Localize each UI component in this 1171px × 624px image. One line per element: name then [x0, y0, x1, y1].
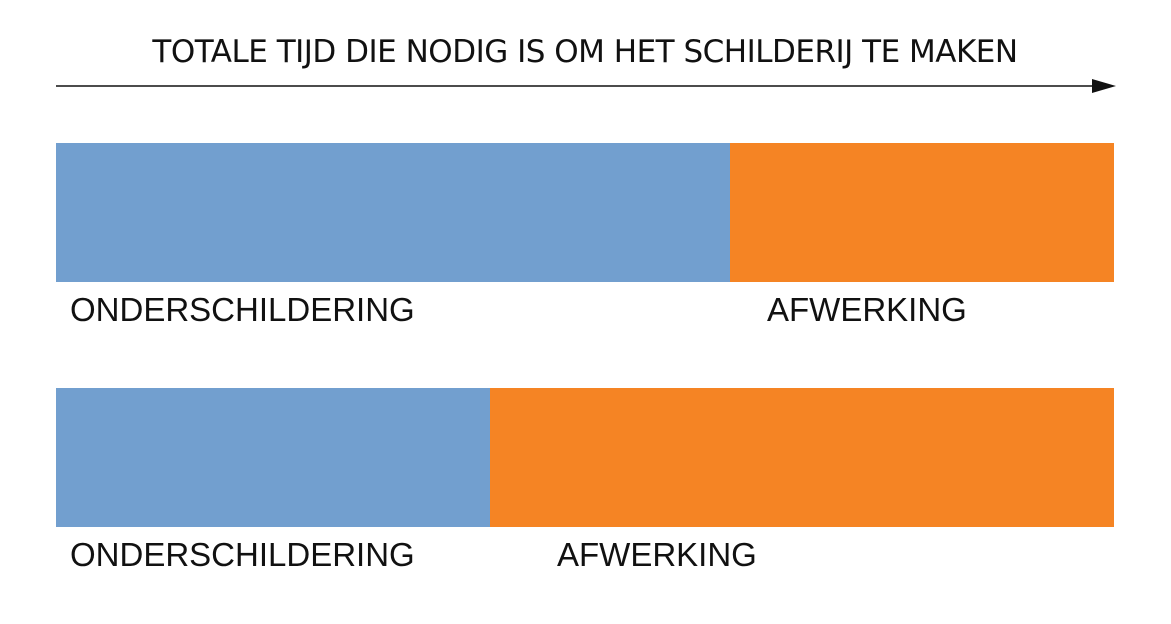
time-axis-arrow — [56, 79, 1116, 93]
finishing-segment-2 — [490, 388, 1114, 527]
finishing-segment-1 — [730, 143, 1114, 282]
underpainting-segment-1 — [56, 143, 730, 282]
finishing-label-1: AFWERKING — [767, 291, 967, 328]
underpainting-label-1: ONDERSCHILDERING — [70, 291, 415, 328]
arrowhead-icon — [1092, 79, 1116, 93]
underpainting-label-2: ONDERSCHILDERING — [70, 536, 415, 573]
finishing-label-2: AFWERKING — [557, 536, 757, 573]
time-bar-2 — [56, 388, 1114, 527]
diagram-title: TOTALE TIJD DIE NODIG IS OM HET SCHILDER… — [152, 34, 1018, 70]
time-bar-1 — [56, 143, 1114, 282]
underpainting-segment-2 — [56, 388, 490, 527]
